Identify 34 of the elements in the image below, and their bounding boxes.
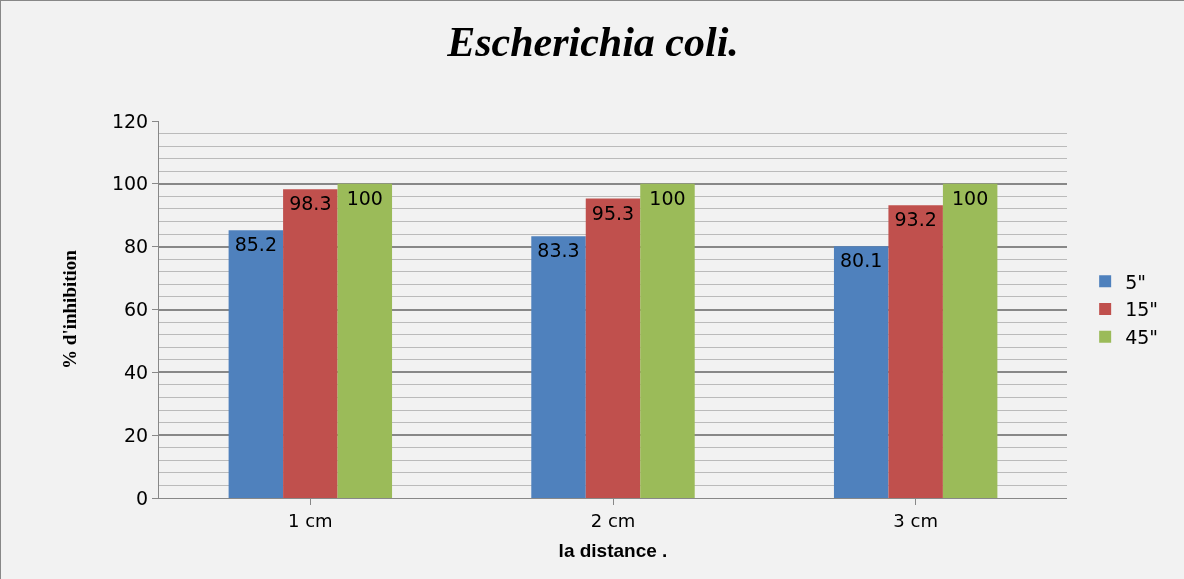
legend-label: 5" [1125,270,1146,293]
legend-label: 45" [1125,326,1159,349]
bar [942,183,998,498]
data-label: 100 [952,186,989,209]
bar [888,205,943,498]
x-tick-label: 2 cm [590,509,636,531]
bar [531,236,586,498]
y-axis-title: % d'inhibition [58,249,80,369]
bar [228,230,284,498]
x-tick-label: 1 cm [288,509,333,531]
x-tick-label: 3 cm [893,509,938,531]
y-tick-label: 0 [136,486,149,509]
chart-title: Escherichia coli. [446,19,739,66]
data-label: 100 [346,186,383,209]
y-tick-label: 40 [124,360,149,383]
bar [640,183,695,498]
data-label: 80.1 [840,249,883,272]
data-label: 95.3 [591,201,635,224]
bar [283,189,338,498]
y-tick-label: 120 [111,109,149,132]
legend-label: 15" [1125,298,1159,321]
x-axis-title: la distance . [558,540,668,562]
data-label: 93.2 [894,208,937,231]
data-label: 98.3 [289,192,332,215]
data-label: 100 [649,186,686,209]
data-label: 83.3 [537,239,580,262]
bar [833,246,889,498]
bar [337,183,393,498]
y-tick-label: 60 [124,298,149,321]
y-tick-label: 80 [124,235,149,258]
y-tick-label: 100 [111,172,149,195]
data-label: 85.2 [234,233,278,256]
y-tick-label: 20 [124,423,149,446]
bar [585,198,641,498]
